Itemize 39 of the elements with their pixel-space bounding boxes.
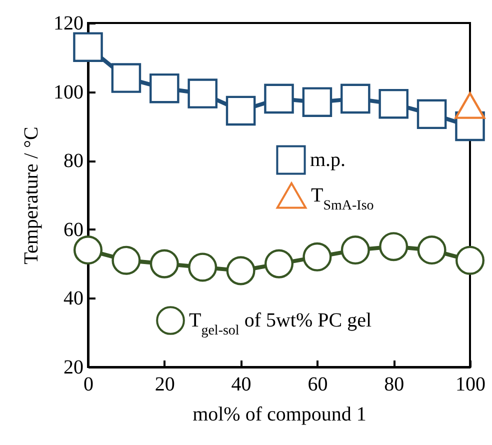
x-tick-label: 40: [231, 374, 252, 396]
point: [378, 88, 408, 119]
point: [112, 246, 141, 275]
y-tick-label: 100: [54, 81, 84, 104]
point: [226, 96, 256, 126]
point: [454, 92, 486, 119]
y-tick-label: 80: [64, 150, 84, 172]
point: [226, 256, 256, 286]
legend-label: m.p.: [310, 149, 346, 171]
x-tick-label: 20: [154, 374, 175, 396]
x-tick-label: 100: [456, 374, 486, 396]
point: [379, 232, 408, 262]
point: [73, 32, 103, 62]
point: [340, 84, 370, 114]
y-tick-label: 20: [64, 356, 84, 378]
point: [302, 87, 332, 118]
y-tick-label: 40: [64, 288, 84, 310]
point: [416, 99, 447, 130]
x-tick-label: 0: [84, 374, 94, 396]
x-axis-title: mol% of compound 1: [192, 404, 366, 426]
point: [188, 78, 218, 108]
point: [73, 236, 103, 265]
y-tick-label: 120: [54, 12, 84, 34]
point: [150, 73, 180, 104]
x-tick-label: 60: [308, 374, 328, 396]
point: [340, 236, 370, 265]
point: [188, 252, 218, 282]
point: [111, 63, 142, 93]
y-tick-label: 60: [64, 218, 84, 241]
x-tick-label: 80: [384, 374, 404, 396]
legend-label: T$_{SmA-Iso}$: [311, 184, 374, 213]
point: [302, 242, 332, 272]
point: [417, 236, 446, 265]
point: [455, 246, 485, 275]
y-axis-title: Temperature / °C: [20, 126, 42, 264]
point: [264, 249, 294, 278]
legend-label: T$_{gel-sol}$ of 5wt% PC gel: [189, 310, 372, 338]
point: [150, 249, 179, 278]
point: [264, 84, 294, 114]
